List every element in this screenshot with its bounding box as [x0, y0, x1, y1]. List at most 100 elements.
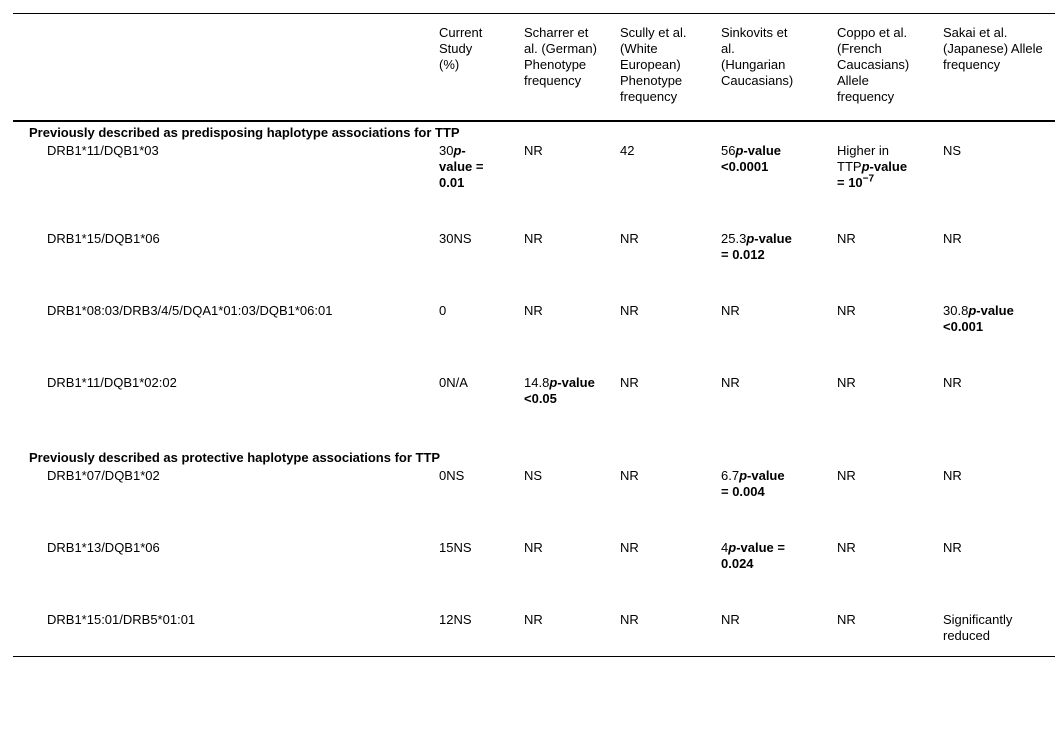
header-row: Current Study (%) Scharrer et al. (German… [13, 13, 1055, 122]
cell-value: 42 [620, 143, 635, 158]
cell-pvalue: p-value = 0.024 [721, 540, 785, 571]
cell-value: NS [943, 143, 962, 158]
table-cell: NR [620, 231, 721, 303]
cell-value: NR [837, 540, 856, 555]
table-cell: 42 [620, 143, 721, 231]
cell-value: NR [837, 303, 856, 318]
cell-value: 0 [439, 303, 447, 318]
cell-value: NR [721, 375, 740, 390]
table-row: DRB1*13/DQB1*06 15NS NR NR 4p-value = 0.024 N… [13, 540, 1055, 612]
cell-value: NR [524, 231, 543, 246]
haplotype-association-table: Current Study (%) Scharrer et al. (German… [13, 13, 1055, 657]
table-cell: NR [837, 375, 943, 447]
table-cell: 15NS [439, 540, 524, 612]
column-header: Sakai et al. (Japanese) Allele frequency [943, 13, 1055, 122]
cell-value: 14.8 [524, 375, 550, 390]
cell-pvalue: p-value = 0.004 [721, 468, 785, 499]
column-header: Scharrer et al. (German) Phenotype frequ… [524, 13, 620, 122]
table-cell: 0NS [439, 468, 524, 540]
table-cell: NR [837, 468, 943, 540]
table-cell: 0N/A [439, 375, 524, 447]
cell-value: NR [620, 612, 639, 627]
table-cell: NR [837, 303, 943, 375]
table-cell: NR [620, 468, 721, 540]
cell-value: 15NS [439, 540, 472, 555]
cell-value: NR [721, 612, 740, 627]
column-header: Coppo et al. (French Caucasians) Allele … [837, 13, 943, 122]
table-cell: 30p-value = 0.01 [439, 143, 524, 231]
table-row: DRB1*15/DQB1*06 30NS NR NR 25.3p-value = 0.0… [13, 231, 1055, 303]
cell-value: 0NS [439, 468, 465, 483]
cell-value: Higher in TTP [837, 143, 890, 174]
cell-value: NS [524, 468, 543, 483]
table-cell: NR [837, 231, 943, 303]
table-cell: NR [524, 612, 620, 657]
table-cell: NR [524, 143, 620, 231]
table-cell: NR [837, 540, 943, 612]
table-cell: NR [943, 540, 1055, 612]
cell-value: 6.7 [721, 468, 740, 483]
cell-pvalue: p-value = 10−7 [837, 159, 908, 190]
table-cell: NR [721, 612, 837, 657]
cell-value: NR [524, 143, 543, 158]
table-row: DRB1*08:03/DRB3/4/5/DQA1*01:03/DQB1*06:0… [13, 303, 1055, 375]
haplotype-label: DRB1*07/DQB1*02 [47, 468, 160, 483]
section-header-row: Previously described as protective haplo… [13, 447, 1055, 468]
table-cell: NR [943, 231, 1055, 303]
cell-value: NR [620, 375, 639, 390]
cell-value: NR [837, 231, 856, 246]
cell-value: NR [837, 375, 856, 390]
cell-value: 0N/A [439, 375, 468, 390]
cell-value: 4 [721, 540, 729, 555]
cell-pvalue: p-value = 0.01 [439, 143, 484, 190]
section-header: Previously described as protective haplo… [29, 450, 441, 465]
cell-value: NR [837, 468, 856, 483]
cell-value: NR [620, 303, 639, 318]
cell-value: 30.8 [943, 303, 969, 318]
cell-value: NR [524, 612, 543, 627]
cell-value: 12NS [439, 612, 472, 627]
haplotype-label: DRB1*15/DQB1*06 [47, 231, 160, 246]
column-header [13, 13, 439, 122]
table-cell: NS [524, 468, 620, 540]
column-header: Scully et al. (White European) Phenotype… [620, 13, 721, 122]
column-header: Sinkovits et al. (Hungarian Caucasians) [721, 13, 837, 122]
table-cell: 12NS [439, 612, 524, 657]
table-cell: 30.8p-value <0.001 [943, 303, 1055, 375]
table-cell: NR [524, 540, 620, 612]
table-cell: NR [524, 231, 620, 303]
column-header: Current Study (%) [439, 13, 524, 122]
cell-value: NR [524, 540, 543, 555]
table-cell: NR [721, 303, 837, 375]
table-cell: 56p-value <0.0001 [721, 143, 837, 231]
cell-value: NR [620, 540, 639, 555]
cell-value: Significantly reduced [943, 612, 1013, 643]
table-head: Current Study (%) Scharrer et al. (German… [13, 13, 1055, 122]
cell-pvalue: p-value <0.0001 [721, 143, 781, 174]
table-cell: Significantly reduced [943, 612, 1055, 657]
table-cell: NR [620, 612, 721, 657]
table-cell: 4p-value = 0.024 [721, 540, 837, 612]
cell-value: NR [837, 612, 856, 627]
table-cell: NR [620, 540, 721, 612]
table-cell: NS [943, 143, 1055, 231]
table-cell: NR [943, 375, 1055, 447]
table-cell: Higher in TTPp-value = 10−7 [837, 143, 943, 231]
table-cell: 0 [439, 303, 524, 375]
cell-value: NR [721, 303, 740, 318]
haplotype-label: DRB1*13/DQB1*06 [47, 540, 160, 555]
cell-pvalue: p-value = 0.012 [721, 231, 792, 262]
table-cell: NR [620, 375, 721, 447]
haplotype-label: DRB1*15:01/DRB5*01:01 [47, 612, 196, 627]
cell-value: 56 [721, 143, 736, 158]
section-header-row: Previously described as predisposing hap… [13, 121, 1055, 143]
table-row: DRB1*07/DQB1*02 0NS NS NR 6.7p-value = 0.004… [13, 468, 1055, 540]
table-cell: 30NS [439, 231, 524, 303]
cell-value: NR [620, 231, 639, 246]
table-cell: NR [943, 468, 1055, 540]
cell-value: 30NS [439, 231, 472, 246]
exponent: −7 [862, 173, 875, 185]
table-cell: NR [721, 375, 837, 447]
haplotype-label: DRB1*11/DQB1*03 [47, 143, 159, 158]
